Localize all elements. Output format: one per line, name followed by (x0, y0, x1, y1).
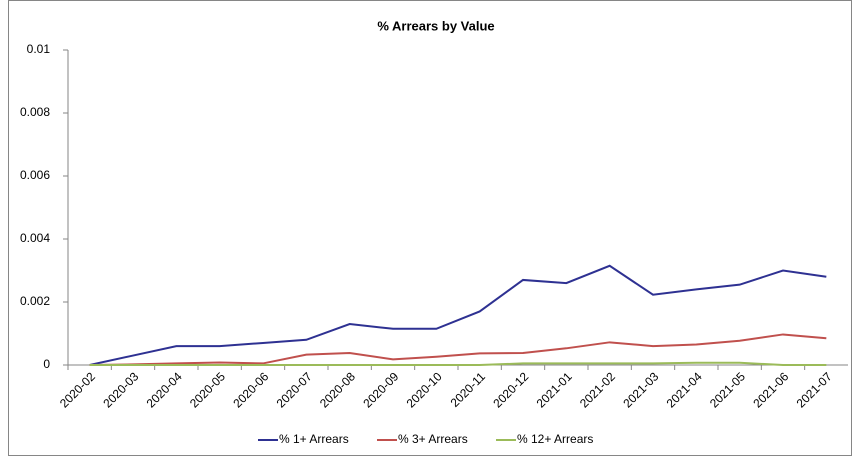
legend-label: % 12+ Arrears (517, 432, 593, 446)
chart-title: % Arrears by Value (377, 18, 494, 33)
chart-frame (8, 0, 852, 456)
y-tick-label: 0.01 (27, 42, 51, 56)
y-tick-label: 0 (43, 357, 50, 371)
y-tick-label: 0.008 (20, 105, 50, 119)
legend-label: % 1+ Arrears (279, 432, 349, 446)
series-line (89, 264, 827, 366)
series-line (89, 333, 827, 366)
y-tick-label: 0.002 (20, 294, 50, 308)
legend-label: % 3+ Arrears (398, 432, 468, 446)
y-tick-label: 0.006 (20, 168, 50, 182)
series-line (89, 361, 827, 366)
y-tick-label: 0.004 (20, 231, 50, 245)
